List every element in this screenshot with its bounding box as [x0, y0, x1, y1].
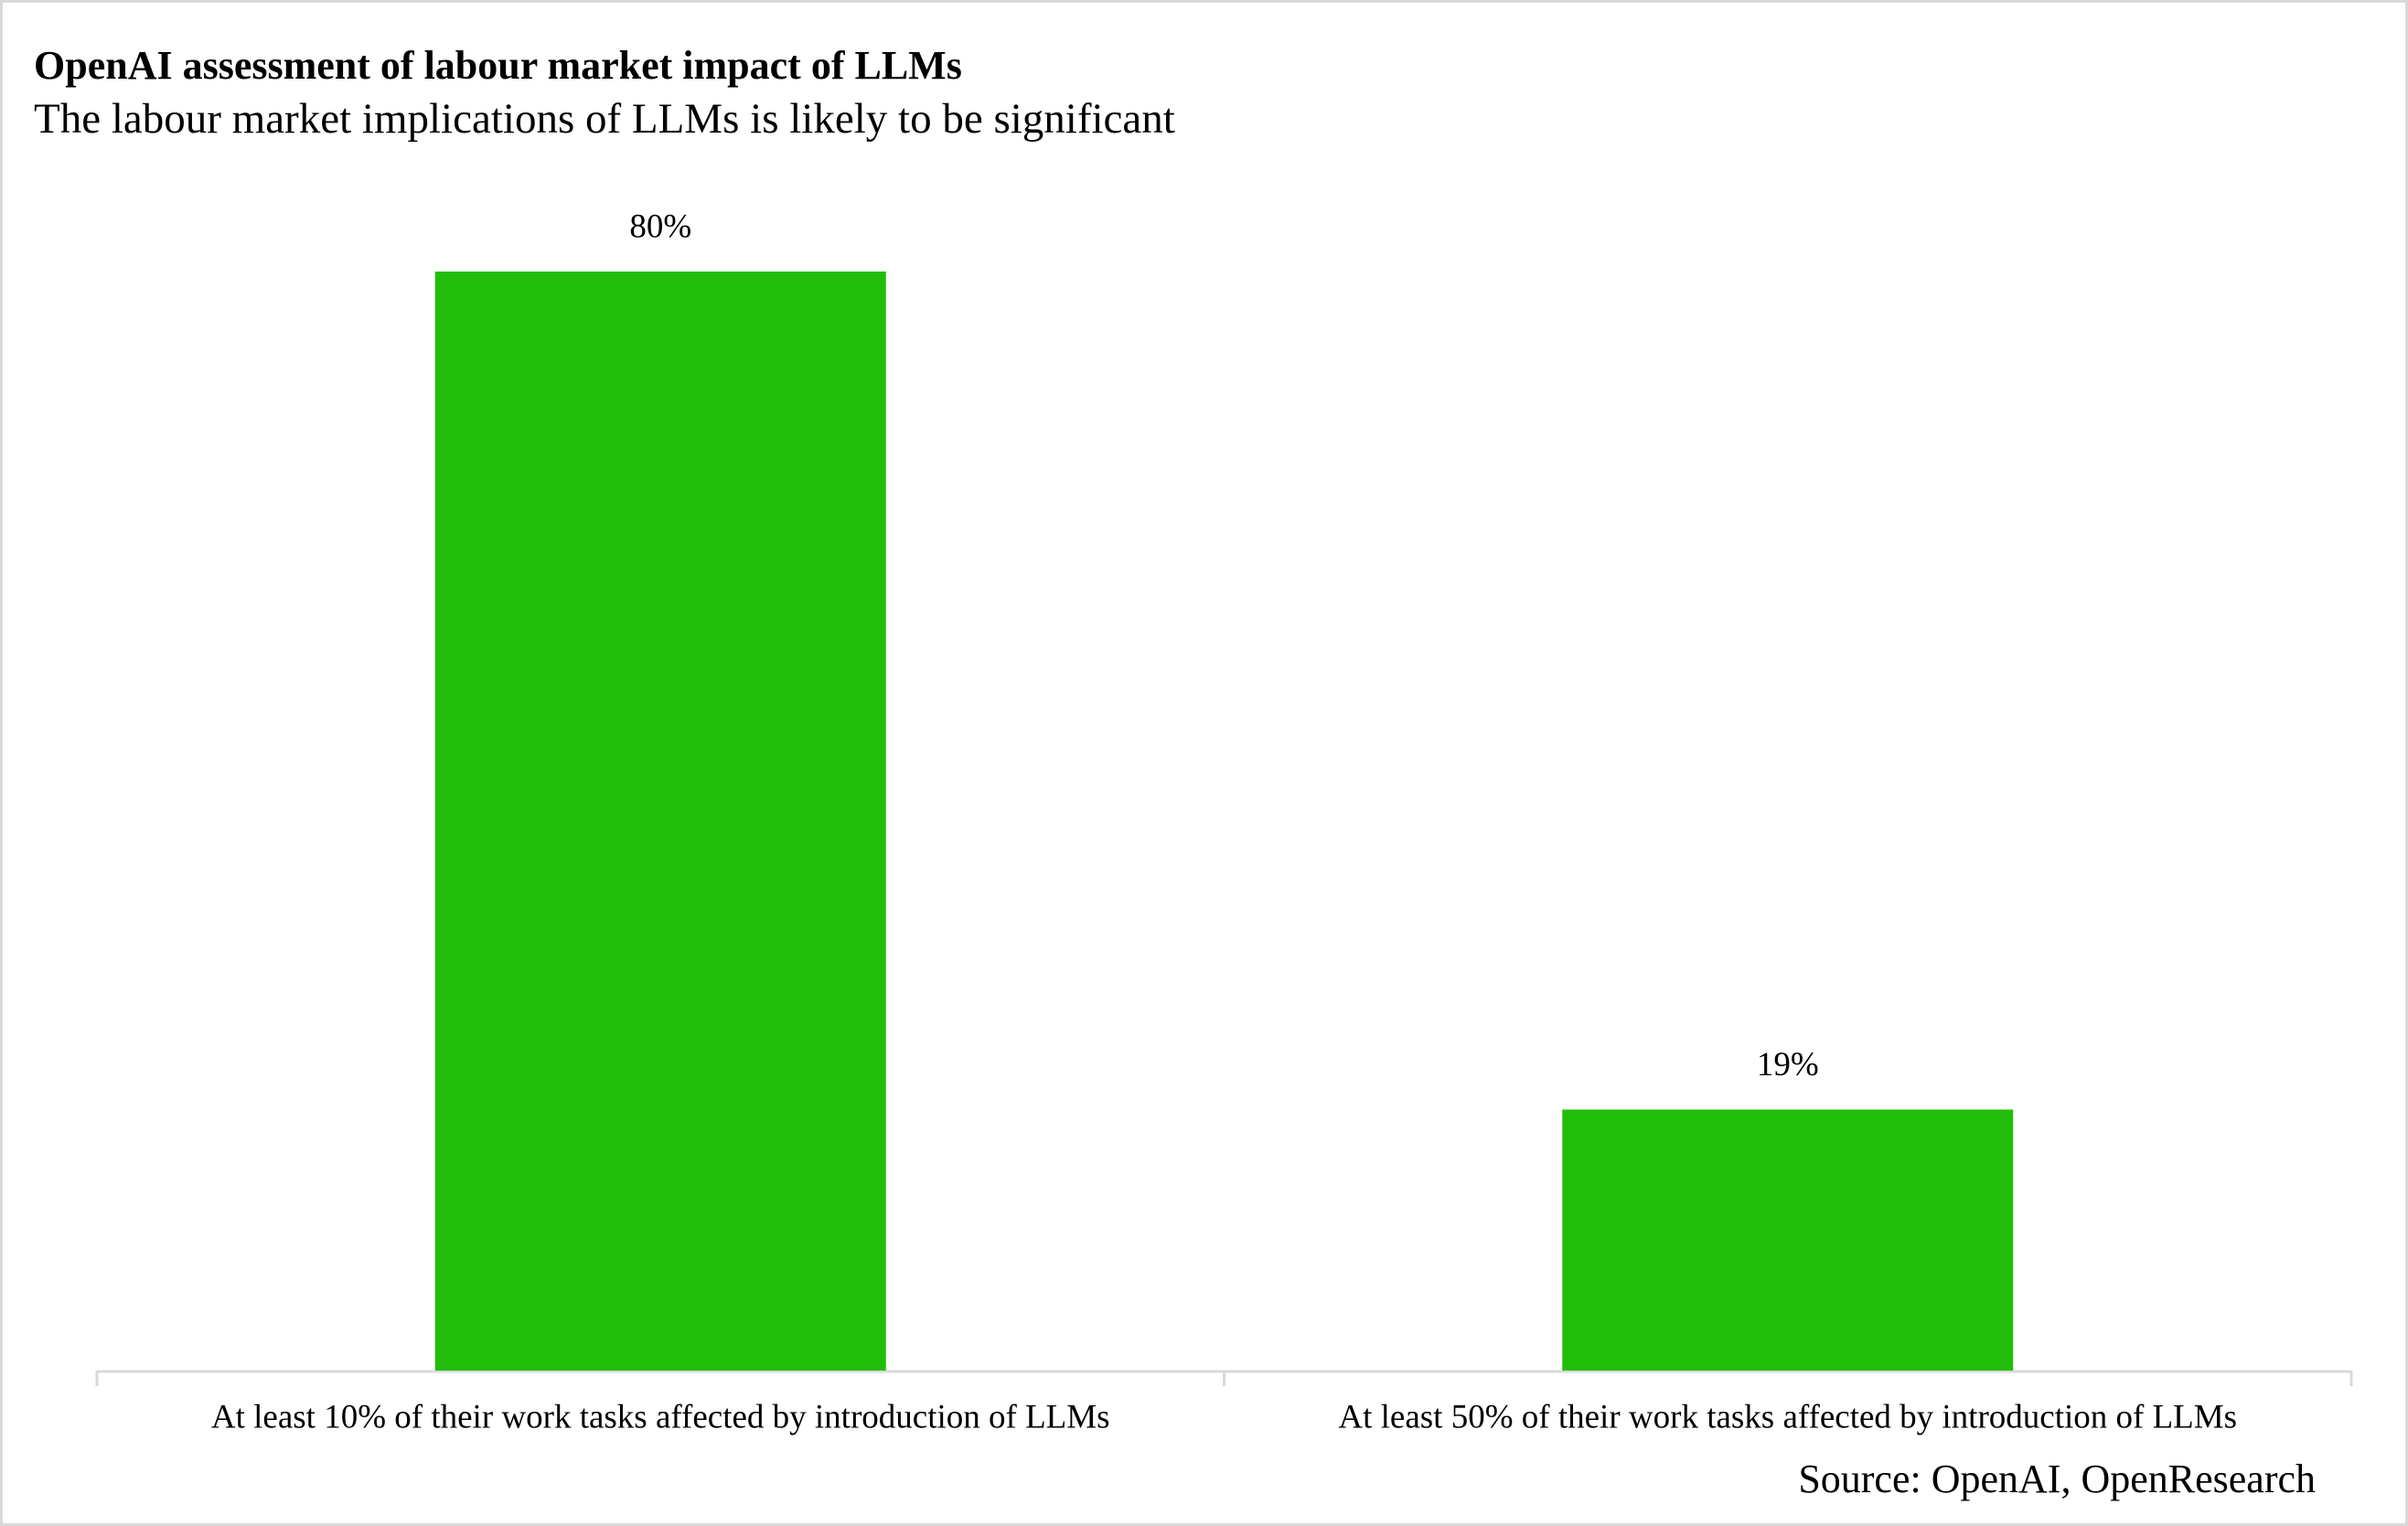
value-label: 19% — [1757, 1046, 1819, 1083]
bar — [1562, 1109, 2014, 1371]
bar — [434, 272, 886, 1371]
chart-title: OpenAI assessment of labour market impac… — [34, 43, 962, 88]
source: Source: OpenAI, OpenResearch — [1798, 1457, 2316, 1501]
x-tick-label: At least 50% of their work tasks affecte… — [1338, 1398, 2237, 1435]
x-tick-label: At least 10% of their work tasks affecte… — [211, 1398, 1110, 1435]
chart-subtitle: The labour market implications of LLMs i… — [34, 95, 1175, 143]
value-label: 80% — [629, 208, 691, 245]
